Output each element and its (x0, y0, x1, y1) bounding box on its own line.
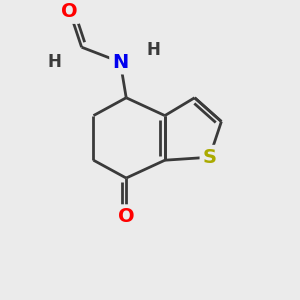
Text: H: H (146, 41, 160, 59)
Text: O: O (118, 207, 134, 226)
Text: N: N (112, 52, 128, 72)
Text: O: O (61, 2, 78, 21)
Text: S: S (202, 148, 217, 167)
Text: H: H (48, 53, 62, 71)
